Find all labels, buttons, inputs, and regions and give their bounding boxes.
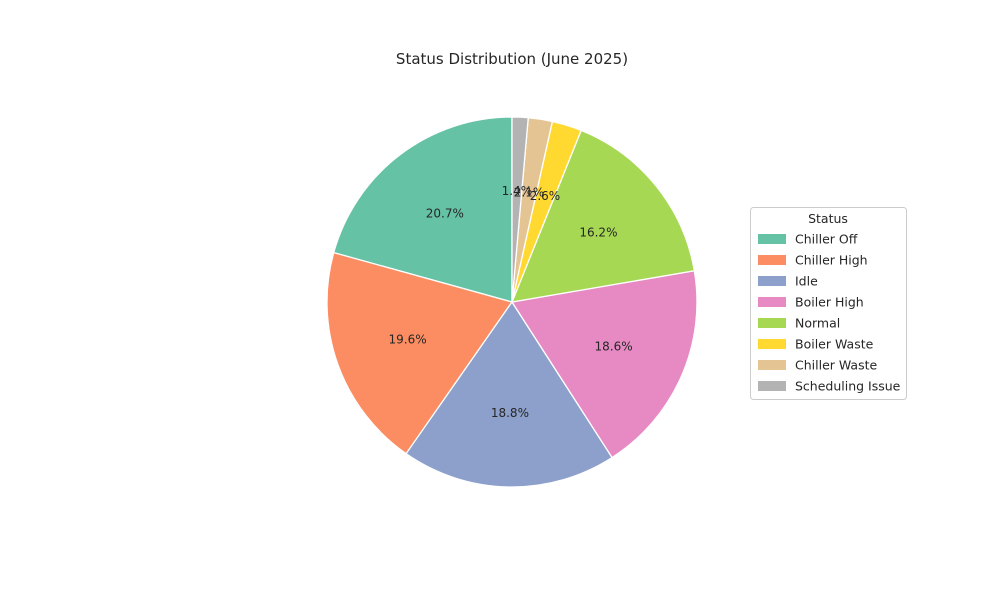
legend-swatch [758, 255, 786, 265]
legend-label: Chiller Waste [795, 358, 878, 373]
legend-swatch [758, 360, 786, 370]
pct-label-boiler-high: 18.6% [595, 340, 633, 354]
legend-label: Idle [795, 274, 818, 289]
chart-title: Status Distribution (June 2025) [396, 50, 628, 68]
legend-items: Chiller Off Chiller High Idle Boiler High No… [758, 232, 901, 394]
legend-swatch [758, 381, 786, 391]
pie-slice-chiller-high [326, 251, 513, 455]
pct-label-idle: 18.8% [491, 406, 529, 420]
legend-label: Chiller High [795, 253, 868, 268]
legend-label: Normal [795, 316, 840, 331]
pct-label-scheduling-issue: 1.4% [502, 184, 533, 198]
pie-percentage-labels: 20.7% 19.6% 18.8% 18.6% 16.2% 2.6%2.1%1.4% [388, 184, 632, 420]
legend-label: Chiller Off [795, 232, 858, 247]
legend-label: Boiler Waste [795, 337, 874, 352]
legend-swatch [758, 339, 786, 349]
pie-slice-normal [511, 129, 695, 303]
legend-swatch [758, 276, 786, 286]
pie-slice-idle [405, 301, 613, 488]
pie-slice-chiller-off [333, 116, 513, 303]
legend-swatch [758, 234, 786, 244]
pct-label-chiller-waste: 2.1% [514, 185, 545, 199]
legend-frame [750, 207, 907, 400]
pie-slices [326, 116, 698, 488]
legend: Status Chiller Off Chiller High Idle Boiler… [750, 207, 907, 400]
pie-slice-boiler-high [511, 270, 698, 459]
pie-slice-scheduling-issue [511, 116, 529, 303]
legend-title: Status [808, 211, 848, 226]
legend-label: Boiler High [795, 295, 864, 310]
pct-label-chiller-high: 19.6% [388, 333, 426, 347]
pct-label-boiler-waste: 2.6% [530, 189, 561, 203]
legend-swatch [758, 297, 786, 307]
pct-label-normal: 16.2% [579, 225, 617, 239]
legend-label: Scheduling Issue [795, 379, 901, 394]
legend-swatch [758, 318, 786, 328]
pct-label-chiller-off: 20.7% [426, 207, 464, 221]
